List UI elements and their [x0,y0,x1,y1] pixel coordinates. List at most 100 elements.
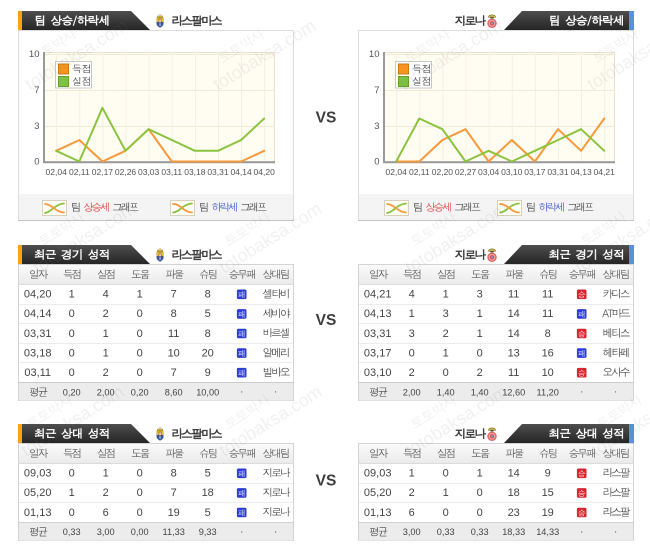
svg-text:2,00: 2,00 [97,387,115,397]
svg-text:1: 1 [137,289,143,301]
svg-text:0: 0 [69,367,75,379]
svg-text:19: 19 [168,507,180,519]
svg-text:03,31: 03,31 [24,328,52,340]
svg-text:11: 11 [508,289,519,301]
svg-text:7: 7 [34,85,39,96]
svg-text:15: 15 [542,487,554,499]
svg-text:03,18: 03,18 [184,167,206,177]
svg-text:03,03: 03,03 [138,167,160,177]
svg-text:8: 8 [171,468,177,480]
svg-text:1: 1 [477,468,483,480]
svg-text:2: 2 [103,487,109,499]
svg-text:10: 10 [168,347,180,359]
svg-text:0: 0 [34,157,39,168]
svg-text:7: 7 [374,85,379,96]
svg-text:20: 20 [202,347,214,359]
svg-text:02,17: 02,17 [92,167,114,177]
svg-text:02,11: 02,11 [69,167,90,177]
svg-text:04,13: 04,13 [364,308,392,320]
svg-text:18,33: 18,33 [502,527,525,537]
svg-text:6: 6 [103,507,109,519]
svg-text:18: 18 [202,487,214,499]
svg-text:9,33: 9,33 [199,527,217,537]
svg-text:11: 11 [168,328,179,340]
svg-text:1: 1 [443,347,449,359]
svg-text:01,13: 01,13 [24,507,52,519]
svg-text:0: 0 [443,468,449,480]
svg-text:VS: VS [316,110,337,127]
svg-text:10,00: 10,00 [196,387,219,397]
svg-text:2: 2 [409,367,415,379]
svg-text:04,14: 04,14 [230,167,252,177]
svg-text:0: 0 [69,468,75,480]
svg-text:VS: VS [316,473,337,490]
svg-text:05,20: 05,20 [24,487,52,499]
svg-text:0: 0 [374,157,379,168]
svg-text:0: 0 [137,328,143,340]
svg-text:3,00: 3,00 [403,527,421,537]
svg-text:1: 1 [477,328,483,340]
svg-text:1,40: 1,40 [471,387,489,397]
svg-text:3: 3 [443,308,449,320]
svg-text:0: 0 [137,468,143,480]
svg-text:8,60: 8,60 [165,387,183,397]
svg-text:03,31: 03,31 [207,167,229,177]
svg-text:11: 11 [542,289,553,301]
svg-text:18: 18 [508,487,520,499]
svg-text:0: 0 [409,347,415,359]
svg-text:11: 11 [542,308,553,320]
svg-text:03,04: 03,04 [478,167,500,177]
svg-text:1: 1 [103,347,109,359]
svg-text:7: 7 [171,487,177,499]
svg-text:0: 0 [477,507,483,519]
svg-text:03,11: 03,11 [24,367,51,379]
svg-text:04,21: 04,21 [364,289,392,301]
svg-text:03,18: 03,18 [24,347,52,359]
svg-text:0: 0 [477,347,483,359]
svg-text:1: 1 [409,308,415,320]
svg-text:14: 14 [508,328,520,340]
svg-text:14,33: 14,33 [536,527,559,537]
svg-text:0,20: 0,20 [63,387,81,397]
svg-text:04,13: 04,13 [570,167,592,177]
svg-text:0: 0 [137,507,143,519]
svg-text:3: 3 [34,121,39,132]
svg-text:VS: VS [316,312,337,329]
svg-text:1: 1 [103,468,109,480]
svg-text:12,60: 12,60 [502,387,525,397]
svg-text:0,20: 0,20 [131,387,149,397]
svg-text:0: 0 [137,367,143,379]
svg-text:3: 3 [374,121,379,132]
svg-text:8: 8 [205,289,211,301]
svg-text:0,33: 0,33 [63,527,81,537]
svg-text:11,20: 11,20 [537,387,559,397]
svg-text:5: 5 [205,308,211,320]
svg-text:·: · [614,526,618,538]
svg-text:03,10: 03,10 [364,367,392,379]
svg-text:04,14: 04,14 [24,308,52,320]
svg-text:02,26: 02,26 [115,167,137,177]
svg-text:02,20: 02,20 [432,167,454,177]
svg-text:0: 0 [69,507,75,519]
svg-text:8: 8 [545,328,551,340]
svg-text:·: · [580,526,584,538]
svg-text:·: · [240,386,244,398]
svg-text:7: 7 [171,289,177,301]
svg-text:19: 19 [542,507,554,519]
svg-text:03,11: 03,11 [161,167,182,177]
svg-text:9: 9 [545,468,551,480]
svg-text:2: 2 [477,367,483,379]
svg-text:1: 1 [69,487,75,499]
svg-text:2: 2 [409,487,415,499]
svg-text:2: 2 [103,308,109,320]
svg-text:01,13: 01,13 [364,507,392,519]
svg-text:02,04: 02,04 [386,167,408,177]
svg-text:10: 10 [542,367,554,379]
svg-text:0: 0 [443,367,449,379]
svg-text:1: 1 [443,289,449,301]
svg-text:04,20: 04,20 [254,167,276,177]
svg-text:03,10: 03,10 [501,167,523,177]
svg-text:·: · [274,386,278,398]
svg-text:0: 0 [137,308,143,320]
svg-text:6: 6 [409,507,415,519]
